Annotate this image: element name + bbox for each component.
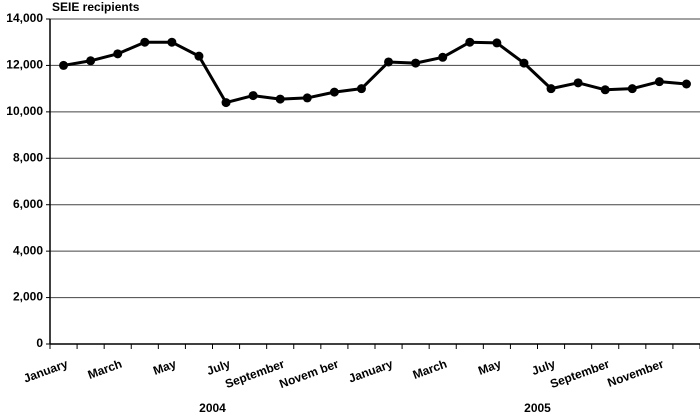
x-tick-label: March [86,357,124,382]
data-point [113,49,123,59]
y-tick-label: 10,000 [6,104,43,118]
x-tick-label: July [530,357,558,378]
data-point [275,94,285,104]
x-tick-label: November [606,357,666,390]
data-point [438,52,448,62]
x-tick-label: July [205,357,233,378]
data-point [140,37,150,47]
data-point [627,84,637,94]
y-tick-label: 6,000 [13,197,43,211]
data-point [384,57,394,67]
data-point [546,84,556,94]
data-point [86,56,96,66]
data-point [654,77,664,87]
data-point [248,91,258,101]
chart-title: SEIE recipients [52,0,140,14]
y-tick-label: 14,000 [6,11,43,25]
data-point [465,37,475,47]
y-tick-label: 4,000 [13,243,43,257]
x-tick-label: September [223,357,286,391]
data-point [573,78,583,88]
y-tick-label: 0 [36,336,43,350]
y-tick-label: 8,000 [13,150,43,164]
data-point [519,58,529,68]
data-point [167,37,177,47]
data-point [221,98,231,108]
x-tick-label: March [411,357,449,382]
x-tick-label: January [347,357,395,386]
data-point [302,93,312,103]
x-tick-label: September [548,357,611,391]
group-label: 2004 [199,401,226,415]
data-point [600,85,610,95]
x-tick-label: January [22,357,70,386]
data-point [681,79,691,89]
group-label: 2005 [524,401,551,415]
y-tick-label: 12,000 [6,58,43,72]
data-point [411,58,421,68]
data-point [59,60,69,70]
data-point [492,38,502,48]
y-tick-label: 2,000 [13,290,43,304]
data-point [329,87,339,97]
data-point [356,84,366,94]
x-tick-label: May [476,357,503,378]
x-tick-label: May [151,357,178,378]
x-tick-label: Novem ber [277,357,340,391]
data-point [194,51,204,61]
data-line [63,40,687,105]
